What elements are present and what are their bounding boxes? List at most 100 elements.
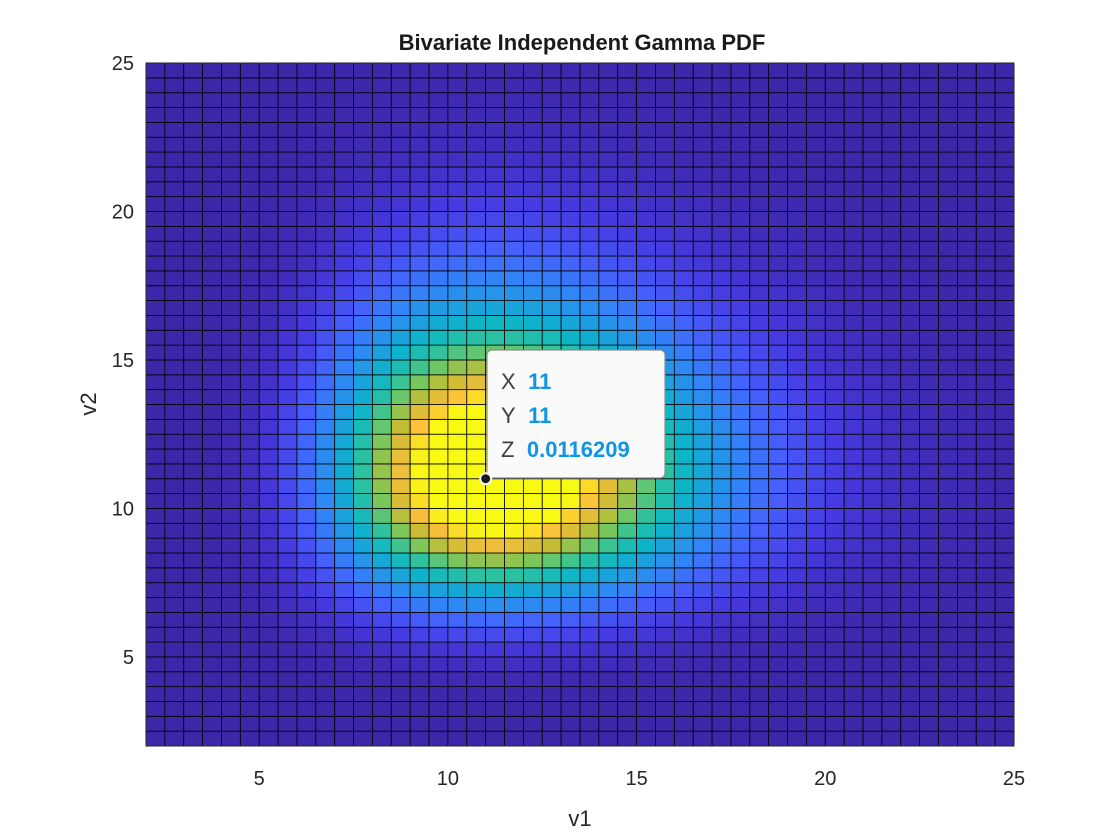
- heatmap-cell: [447, 656, 468, 673]
- heatmap-cell: [787, 107, 807, 123]
- heatmap-cell: [466, 136, 487, 153]
- heatmap-cell: [636, 211, 656, 227]
- heatmap-cell: [390, 77, 411, 94]
- heatmap-cell: [504, 315, 524, 331]
- heatmap-cell: [956, 448, 977, 465]
- heatmap-cell: [353, 166, 373, 183]
- heatmap-cell: [541, 701, 562, 717]
- heatmap-cell: [334, 508, 354, 524]
- heatmap-cell: [881, 686, 902, 702]
- heatmap-cell: [579, 537, 600, 554]
- heatmap-cell: [617, 196, 638, 212]
- heatmap-cell: [334, 686, 354, 702]
- heatmap-cell: [221, 329, 241, 346]
- heatmap-cell: [296, 389, 317, 405]
- heatmap-cell: [334, 389, 354, 405]
- heatmap-cell: [711, 329, 732, 346]
- heatmap-cell: [541, 730, 562, 747]
- heatmap-cell: [202, 270, 222, 287]
- heatmap-cell: [692, 374, 713, 391]
- heatmap-cell: [824, 315, 845, 331]
- heatmap-cell: [655, 701, 675, 717]
- heatmap-cell: [202, 151, 222, 168]
- heatmap-cell: [315, 315, 336, 331]
- heatmap-cell: [221, 493, 241, 509]
- heatmap-cell: [296, 240, 317, 257]
- heatmap-cell: [975, 418, 996, 435]
- heatmap-cell: [806, 166, 826, 183]
- heatmap-cell: [239, 136, 260, 153]
- heatmap-cell: [806, 552, 826, 569]
- heatmap-cell: [673, 701, 694, 717]
- heatmap-cell: [390, 151, 411, 168]
- heatmap-cell: [239, 537, 260, 554]
- heatmap-cell: [221, 597, 241, 613]
- heatmap-cell: [164, 433, 185, 450]
- heatmap-cell: [466, 404, 487, 420]
- heatmap-cell: [390, 433, 411, 450]
- heatmap-cell: [787, 121, 807, 138]
- heatmap-cell: [315, 448, 336, 465]
- heatmap-cell: [353, 151, 373, 168]
- heatmap-cell: [504, 493, 524, 509]
- heatmap-cell: [447, 508, 468, 524]
- heatmap-cell: [975, 107, 996, 123]
- heatmap-cell: [824, 418, 845, 435]
- heatmap-cell: [975, 374, 996, 391]
- heatmap-cell: [919, 508, 939, 524]
- heatmap-cell: [655, 493, 675, 509]
- heatmap-cell: [428, 448, 449, 465]
- heatmap-cell: [711, 552, 732, 569]
- heatmap-cell: [145, 552, 166, 569]
- heatmap-cell: [768, 151, 788, 168]
- heatmap-cell: [504, 77, 524, 94]
- heatmap-cell: [296, 285, 317, 301]
- heatmap-cell: [239, 641, 260, 658]
- heatmap-cell: [824, 552, 845, 569]
- heatmap-cell: [824, 196, 845, 212]
- heatmap-cell: [843, 374, 864, 391]
- heatmap-cell: [881, 404, 902, 420]
- heatmap-cell: [692, 611, 713, 628]
- heatmap-cell: [673, 374, 694, 391]
- heatmap-cell: [353, 329, 373, 346]
- heatmap-cell: [806, 92, 826, 108]
- heatmap-cell: [711, 433, 732, 450]
- datatip[interactable]: X 11 Y 11 Z 0.0116209: [479, 349, 666, 486]
- heatmap-cell: [636, 121, 656, 138]
- heatmap-cell: [560, 225, 581, 242]
- heatmap-cell: [598, 715, 619, 732]
- heatmap-cell: [919, 730, 939, 747]
- heatmap-cell: [692, 567, 713, 584]
- heatmap-cell: [862, 522, 883, 539]
- heatmap-cell: [221, 701, 241, 717]
- heatmap-cell: [239, 255, 260, 272]
- heatmap-cell: [447, 151, 468, 168]
- heatmap-cell: [466, 418, 487, 435]
- heatmap-cell: [183, 641, 204, 658]
- heatmap-cell: [749, 686, 770, 702]
- heatmap-cell: [636, 508, 656, 524]
- heatmap-cell: [145, 418, 166, 435]
- heatmap-cell: [824, 121, 845, 138]
- heatmap-cell: [145, 626, 166, 643]
- heatmap-cell: [296, 493, 317, 509]
- heatmap-cell: [636, 641, 656, 658]
- heatmap-cell: [202, 730, 222, 747]
- datatip-marker[interactable]: [479, 472, 493, 486]
- heatmap-cell: [221, 107, 241, 123]
- heatmap-cell: [711, 92, 732, 108]
- heatmap-cell: [692, 537, 713, 554]
- heatmap-cell: [824, 508, 845, 524]
- heatmap-cell: [258, 686, 279, 702]
- heatmap-cell: [938, 641, 958, 658]
- heatmap-cell: [447, 300, 468, 316]
- heatmap-cell: [221, 686, 241, 702]
- heatmap-cell: [919, 166, 939, 183]
- heatmap-cell: [202, 285, 222, 301]
- heatmap-cell: [900, 344, 921, 361]
- heatmap-cell: [277, 92, 298, 108]
- heatmap-cell: [900, 522, 921, 539]
- heatmap-cell: [409, 255, 430, 272]
- heatmap-cell: [692, 211, 713, 227]
